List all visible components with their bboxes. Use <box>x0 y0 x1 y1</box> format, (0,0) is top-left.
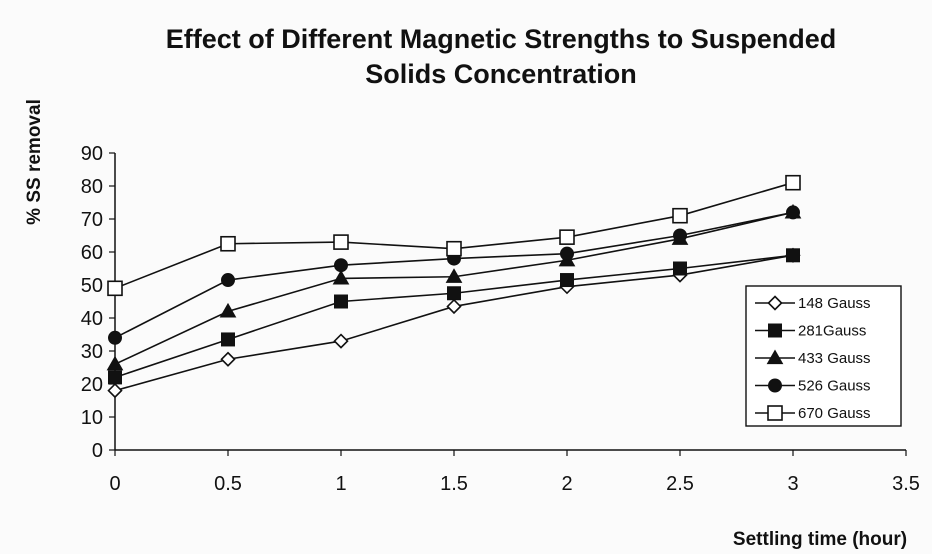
legend-marker <box>767 295 783 311</box>
legend-label: 670 Gauss <box>798 405 871 422</box>
data-point <box>560 273 574 288</box>
data-point <box>559 229 575 245</box>
data-point <box>220 351 236 367</box>
x-tick-label: 1 <box>335 473 346 495</box>
y-tick-label: 80 <box>81 176 103 198</box>
legend-label: 281Gauss <box>798 323 866 340</box>
chart-title-line-1: Effect of Different Magnetic Strengths t… <box>166 24 837 54</box>
data-point <box>334 294 348 309</box>
data-point <box>673 228 687 243</box>
legend-marker <box>766 349 784 365</box>
data-point <box>446 298 462 315</box>
legend-item: 281Gauss <box>755 323 866 340</box>
data-point <box>560 246 574 261</box>
x-axis-label: Settling time (hour) <box>733 529 907 550</box>
data-point <box>219 302 237 318</box>
series-4 <box>107 174 801 297</box>
y-tick-label: 70 <box>81 209 103 231</box>
data-point <box>106 355 124 371</box>
y-tick-label: 90 <box>81 143 103 165</box>
axes: 0 10 20 30 40 50 60 70 80 90 0 0.5 1 1.5 2 2.5 3 3.5 <box>81 143 920 495</box>
x-tick-label: 1.5 <box>440 473 468 495</box>
legend-item: 670 Gauss <box>755 405 871 422</box>
chart-title-line-2: Solids Concentration <box>365 59 637 89</box>
legend-item: 433 Gauss <box>755 349 871 367</box>
data-point <box>446 240 462 257</box>
legend-item: 148 Gauss <box>755 295 871 312</box>
data-point <box>785 174 801 191</box>
data-point <box>673 261 687 276</box>
y-tick-label: 10 <box>81 407 103 429</box>
y-tick-label: 20 <box>81 374 103 396</box>
data-point <box>333 333 349 349</box>
data-point <box>334 258 348 273</box>
x-tick-label: 2.5 <box>666 473 694 495</box>
legend-item: 526 Gauss <box>755 378 871 395</box>
data-point <box>221 273 235 288</box>
y-tick-label: 0 <box>92 440 103 462</box>
legend: 148 Gauss 281Gauss 433 Gauss 526 Gauss 670 G… <box>745 285 902 427</box>
y-tick-label: 60 <box>81 242 103 264</box>
data-point <box>672 207 688 224</box>
data-point <box>786 248 800 263</box>
x-tick-label: 3 <box>787 473 798 495</box>
y-tick-label: 30 <box>81 341 103 363</box>
legend-label: 433 Gauss <box>798 350 871 367</box>
legend-marker <box>767 405 783 421</box>
x-tick-label: 2 <box>561 473 572 495</box>
data-point <box>107 382 123 399</box>
legend-label: 526 Gauss <box>798 378 871 395</box>
x-tick-label: 0 <box>109 473 120 495</box>
legend-label: 148 Gauss <box>798 295 871 312</box>
x-tick-label: 0.5 <box>214 473 242 495</box>
data-point <box>108 370 122 385</box>
data-point <box>108 330 122 345</box>
x-tick-label: 3.5 <box>892 473 920 495</box>
legend-marker <box>768 323 782 338</box>
data-point <box>447 286 461 301</box>
y-tick-label: 40 <box>81 308 103 330</box>
data-point <box>107 280 123 297</box>
y-tick-label: 50 <box>81 275 103 297</box>
data-point <box>332 269 350 285</box>
series-1 <box>108 248 800 385</box>
y-axis-label: % SS removal <box>24 99 45 225</box>
data-point <box>220 235 236 252</box>
series-layer <box>106 174 802 399</box>
data-point <box>333 234 349 250</box>
data-point <box>221 332 235 347</box>
legend-marker <box>768 378 782 393</box>
data-point <box>786 205 800 220</box>
data-point <box>445 268 463 283</box>
